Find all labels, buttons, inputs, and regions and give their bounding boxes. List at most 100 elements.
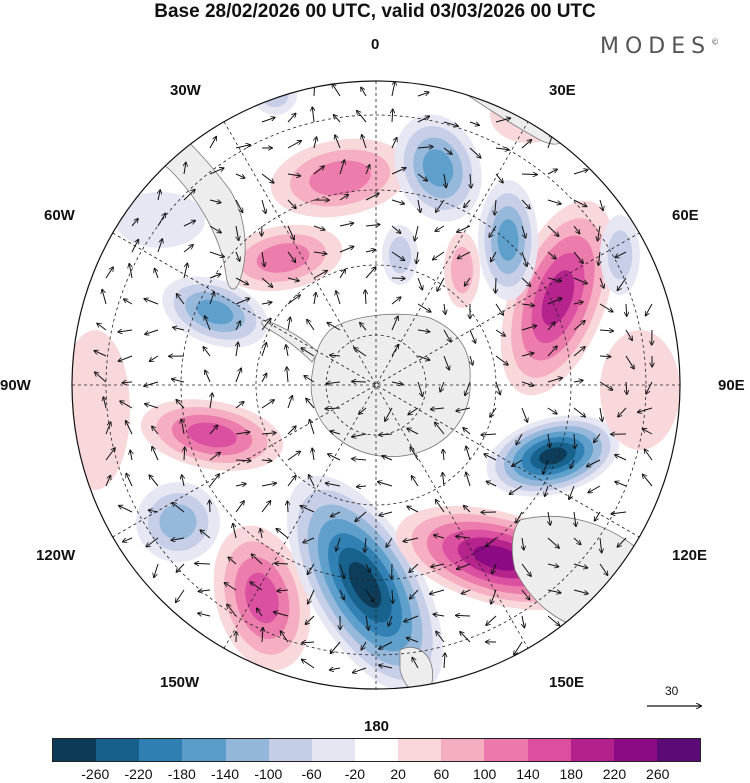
wind-vector-arrow [391,278,405,279]
wind-vector-arrow [495,355,508,365]
wind-vector-arrow [339,563,344,578]
wind-vector-arrow [313,252,326,254]
wind-vector-arrow [486,615,497,625]
wind-vector-arrow [209,137,216,149]
wind-vector-arrow [469,122,479,125]
wind-vector-arrow [415,225,419,241]
wind-vector-arrow [177,294,185,305]
wind-vector-arrow [146,537,159,547]
wind-vector-arrow [588,485,601,493]
lon-label-90e: 90E [718,377,745,394]
wind-vector-arrow [495,118,510,123]
wind-vector-arrow [235,321,240,331]
wind-vector-arrow [261,400,274,409]
wind-vector-arrow [124,299,133,305]
wind-vector-arrow [173,327,185,330]
colorbar-swatch [613,739,657,761]
wind-vector-arrow [378,482,393,487]
wind-vector-arrow [145,404,159,409]
wind-vector-arrow [611,512,627,514]
wind-vector-arrow [521,326,536,331]
wind-vector-arrow [209,425,217,435]
wind-vector-arrow [309,475,315,487]
wind-vector-arrow [410,589,419,599]
wind-vector-arrow [379,641,393,649]
wind-vector-arrow [183,221,195,227]
wind-vector-arrow [149,510,159,512]
wind-vector-arrow [443,355,449,370]
colorbar-swatch [527,739,571,761]
wind-vector-arrow [149,475,159,487]
brand-mark: © [711,37,720,47]
new-zealand [399,647,434,689]
wind-vector-arrow [145,329,159,334]
anomaly-contour-fill [473,545,523,571]
wind-vector-arrow [300,506,315,513]
wind-vector-arrow [361,641,367,650]
wind-vector-arrow [235,173,245,178]
colorbar-tick-label: -140 [211,766,240,782]
lon-label-120e: 120E [672,547,708,564]
wind-vector-arrow [105,448,115,461]
wind-vector-arrow [433,614,445,616]
wind-vector-arrow [573,347,585,357]
wind-vector-arrow [543,459,549,474]
wind-vector-arrow [303,537,315,543]
wind-vector-arrow [366,615,368,630]
wind-vector-arrow [131,219,138,227]
wind-vector-arrow [407,638,419,643]
wind-vector-arrow [404,615,419,622]
anomaly-contour-fill [539,447,567,465]
wind-vector-arrow [354,348,367,357]
wind-vector-arrow [235,298,249,305]
colorbar-swatch [354,739,399,761]
wind-vector-arrow [417,173,427,181]
wind-vector-arrow [512,459,523,466]
wind-vector-arrow [456,407,471,411]
wind-vector-arrow [302,659,315,669]
wind-vector-arrow [573,321,585,331]
wind-vector-arrow [209,292,214,305]
wind-vector-arrow [547,346,557,357]
wind-vector-arrow [573,277,587,284]
wind-vector-arrow [150,355,159,361]
wind-vector-arrow [547,225,559,236]
wind-vector-arrow [391,297,401,305]
wind-vector-arrow [235,432,249,434]
wind-vector-arrow [181,419,184,435]
anomaly-contour-fill [450,246,474,294]
colorbar-tick-label: 220 [602,766,627,782]
wind-vector-arrow [287,174,300,176]
wind-vector-arrow [261,302,272,304]
wind-vector-arrow [443,450,444,461]
wind-vector-arrow [288,317,290,331]
wind-vector-arrow [625,329,632,340]
wind-vector-arrow [203,347,211,357]
latitude-circle [255,264,497,506]
wind-vector-arrow [287,113,296,123]
wind-vector-arrow [286,345,288,357]
wind-vector-arrow [261,318,271,331]
wind-vector-arrow [643,429,653,435]
wind-vector-arrow [388,615,393,626]
wind-vector-arrow [365,225,380,226]
latitude-circle [105,114,647,656]
wind-vector-arrow [287,367,288,383]
wind-vector-arrow [391,251,404,260]
meridian-line [220,116,532,654]
wind-vector-arrow [522,615,524,627]
anomaly-contour-fill [115,192,205,248]
wind-vector-arrow [235,402,244,409]
wind-vector-arrow [261,199,266,213]
wind-vector-arrow [466,446,471,461]
colorbar-swatch [225,739,269,761]
wind-vector-arrow [195,563,211,564]
wind-vector-arrow [365,193,379,201]
wind-vector-arrow [469,147,481,158]
wind-vector-arrow [443,121,458,126]
wind-vector-arrow [521,353,533,357]
wind-vector-arrow [122,382,133,383]
wind-vector-arrow [123,537,133,542]
lon-label-30w: 30W [170,82,201,99]
